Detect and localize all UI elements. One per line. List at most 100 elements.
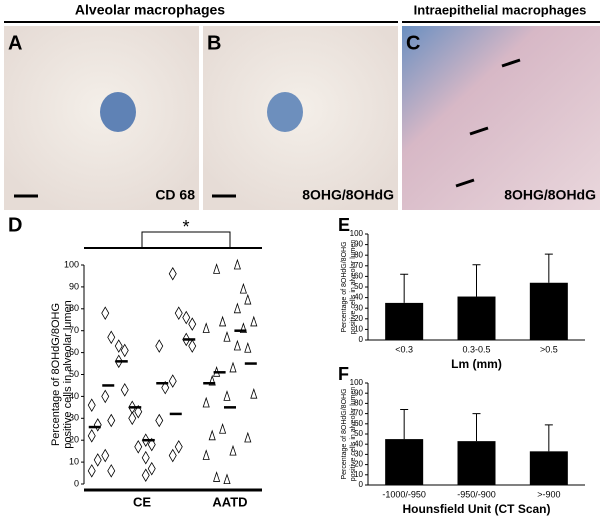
- data-point: [213, 471, 221, 482]
- bar: [457, 441, 496, 485]
- data-point: [120, 343, 129, 358]
- data-point: [233, 302, 241, 314]
- error-bar: [544, 253, 553, 283]
- data-point: [223, 390, 231, 401]
- data-point: [229, 361, 237, 373]
- data-point: [87, 429, 96, 443]
- caption: 8OHG/8OHdG: [504, 187, 596, 203]
- data-point: [188, 339, 197, 353]
- bracket: [141, 231, 231, 248]
- data-point: [223, 331, 231, 342]
- y-tick-label: 40: [354, 293, 363, 302]
- panel-label: A: [8, 32, 22, 54]
- y-tick-label: 70: [69, 325, 79, 335]
- y-tick-label: 100: [350, 378, 364, 387]
- panel-label: F: [338, 364, 349, 384]
- data-point: [188, 317, 197, 331]
- y-tick-label: 20: [354, 460, 363, 469]
- x-tick-label: >-900: [537, 489, 560, 499]
- y-axis-label: positive cells in alveolar lumen: [350, 240, 357, 335]
- y-tick-label: 30: [69, 413, 79, 423]
- y-axis-label: Percentage of 8OHdG/8OHG: [50, 303, 62, 446]
- panel-label: D: [8, 214, 22, 236]
- data-point: [168, 448, 177, 463]
- y-axis-label: Percentage of 8OHdG/8OHG: [341, 241, 348, 332]
- data-point: [208, 429, 216, 441]
- x-tick-label: <0.3: [395, 344, 413, 354]
- data-point: [107, 330, 116, 345]
- data-point: [244, 431, 252, 443]
- bar: [385, 302, 424, 340]
- y-tick-label: 20: [69, 435, 79, 445]
- data-point: [250, 315, 258, 327]
- data-point: [213, 263, 221, 274]
- error-bar: [544, 424, 553, 452]
- y-tick-label: 60: [354, 272, 363, 281]
- data-point: [168, 266, 177, 281]
- bar: [457, 296, 496, 340]
- y-tick-label: 100: [350, 229, 364, 238]
- y-tick-label: 90: [354, 388, 363, 397]
- cell-cluster: [100, 92, 136, 132]
- title: Intraepithelial macrophages: [414, 2, 587, 17]
- caption: CD 68: [155, 187, 195, 203]
- data-point: [101, 448, 110, 463]
- group-label: AATD: [212, 494, 247, 509]
- error-bar: [400, 273, 409, 303]
- data-point: [87, 398, 96, 412]
- y-tick-label: 30: [354, 303, 363, 312]
- data-point: [128, 411, 137, 426]
- data-point: [141, 450, 150, 465]
- y-tick-label: 10: [354, 325, 363, 334]
- data-point: [174, 439, 183, 454]
- data-point: [101, 306, 110, 320]
- data-point: [202, 322, 210, 333]
- y-tick-label: 80: [354, 250, 363, 259]
- data-point: [182, 310, 191, 325]
- data-point: [147, 461, 156, 476]
- data-point: [202, 449, 210, 460]
- data-point: [168, 374, 177, 388]
- y-axis-label: positive cells in alveolar lumen: [350, 387, 357, 482]
- y-tick-label: 90: [354, 240, 363, 249]
- y-axis-label: positive cells in alveolar lumen: [62, 300, 74, 449]
- data-point: [229, 444, 237, 456]
- y-tick-label: 40: [354, 439, 363, 448]
- data-point: [219, 422, 227, 434]
- x-tick-label: -1000/-950: [382, 489, 426, 499]
- data-point: [244, 341, 252, 353]
- y-tick-label: 60: [69, 347, 79, 357]
- data-point: [93, 418, 102, 432]
- data-point: [161, 380, 170, 395]
- group-label: CE: [133, 494, 151, 509]
- data-point: [107, 464, 116, 478]
- y-tick-label: 20: [354, 314, 363, 323]
- caption: 8OHG/8OHdG: [302, 187, 394, 203]
- y-tick-label: 40: [69, 391, 79, 401]
- x-axis-label: Hounsfield Unit (CT Scan): [403, 502, 551, 516]
- data-point: [114, 339, 123, 353]
- error-bar: [400, 409, 409, 440]
- y-tick-label: 10: [69, 456, 79, 466]
- data-point: [202, 396, 210, 408]
- panel-label: E: [338, 215, 350, 235]
- y-tick-label: 80: [69, 303, 79, 313]
- cell-cluster: [267, 92, 303, 132]
- y-tick-label: 80: [354, 399, 363, 408]
- panel-label: C: [406, 32, 420, 54]
- y-tick-label: 0: [74, 478, 79, 488]
- data-point: [134, 404, 143, 419]
- y-tick-label: 100: [64, 259, 79, 269]
- x-tick-label: >0.5: [540, 344, 558, 354]
- y-tick-label: 0: [359, 480, 364, 489]
- data-point: [107, 413, 116, 428]
- y-axis-label: Percentage of 8OHdG/8OHG: [341, 388, 348, 479]
- data-point: [244, 293, 252, 305]
- y-tick-label: 50: [354, 282, 363, 291]
- x-tick-label: -950/-900: [457, 489, 496, 499]
- data-point: [155, 339, 164, 353]
- data-point: [233, 258, 241, 270]
- arrow: [455, 58, 521, 188]
- panel-label: B: [207, 32, 221, 54]
- y-tick-label: 50: [354, 429, 363, 438]
